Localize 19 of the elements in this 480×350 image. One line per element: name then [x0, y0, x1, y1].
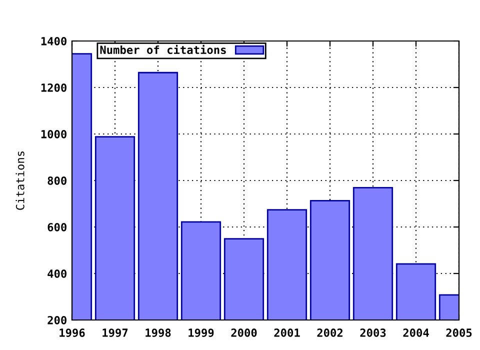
- y-tick-label: 200: [48, 316, 66, 324]
- x-tick-label: 2003: [360, 328, 386, 337]
- y-tick-label: 1000: [41, 130, 66, 138]
- x-tick-label: 1999: [188, 328, 214, 337]
- x-tick-label: 2004: [403, 328, 429, 337]
- legend-label: Number of citations: [100, 44, 226, 54]
- y-tick-label: 1400: [41, 36, 66, 46]
- y-tick-label: 400: [48, 269, 66, 278]
- y-tick-label: 800: [48, 176, 66, 185]
- y-axis-title: Citations: [16, 151, 24, 210]
- x-tick-label: 2000: [231, 328, 257, 337]
- x-tick-label: 1997: [102, 328, 128, 337]
- x-tick-label: 2002: [317, 328, 342, 337]
- x-tick-label: 2005: [446, 328, 472, 337]
- x-tick-label: 1996: [60, 328, 85, 337]
- y-tick-label: 600: [48, 222, 66, 232]
- x-tick-label: 2001: [274, 328, 300, 337]
- y-tick-label: 1200: [41, 83, 66, 92]
- x-tick-label: 1998: [146, 328, 171, 337]
